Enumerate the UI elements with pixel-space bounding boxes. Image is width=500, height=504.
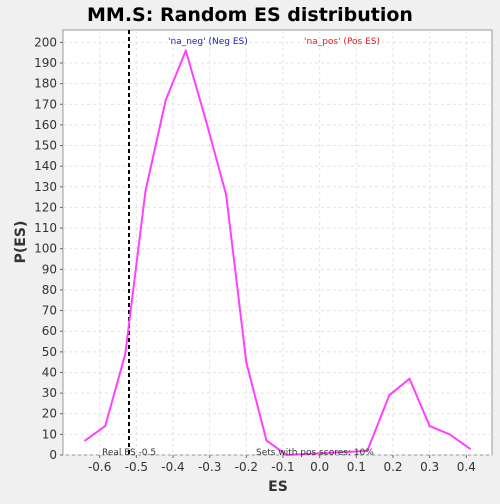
es-distribution-point bbox=[366, 449, 369, 452]
es-distribution-point bbox=[285, 454, 288, 456]
es-distribution-point bbox=[104, 425, 107, 428]
y-tick-label: 50 bbox=[42, 345, 57, 359]
x-tick-label: 0.1 bbox=[347, 460, 366, 474]
pos-es-label: 'na_pos' (Pos ES) bbox=[304, 37, 380, 47]
y-tick-label: 0 bbox=[49, 448, 57, 462]
x-tick-label: -0.5 bbox=[125, 460, 148, 474]
x-tick-label: -0.4 bbox=[161, 460, 184, 474]
y-tick-label: 170 bbox=[34, 97, 57, 111]
y-tick-label: 20 bbox=[42, 407, 57, 421]
es-distribution-point bbox=[245, 361, 248, 364]
y-tick-label: 160 bbox=[34, 118, 57, 132]
neg-es-label: 'na_neg' (Neg ES) bbox=[168, 37, 248, 47]
es-distribution-point bbox=[124, 352, 127, 355]
es-distribution-point bbox=[448, 433, 451, 436]
es-distribution-point bbox=[428, 425, 431, 428]
es-distribution-point bbox=[205, 119, 207, 122]
x-tick-label: 0.2 bbox=[383, 460, 402, 474]
y-tick-label: 100 bbox=[34, 242, 57, 256]
y-tick-label: 180 bbox=[34, 77, 57, 91]
y-tick-label: 90 bbox=[42, 262, 57, 276]
x-tick-label: 0.0 bbox=[310, 460, 329, 474]
series-layer bbox=[84, 49, 471, 456]
es-distribution-point bbox=[144, 189, 147, 192]
es-distribution-point bbox=[164, 99, 167, 102]
y-tick-label: 120 bbox=[34, 200, 57, 214]
y-tick-label: 40 bbox=[42, 365, 57, 379]
x-tick-label: -0.6 bbox=[88, 460, 111, 474]
x-tick-label: -0.1 bbox=[271, 460, 294, 474]
x-tick-label: 0.4 bbox=[457, 460, 476, 474]
y-tick-label: 140 bbox=[34, 159, 57, 173]
y-tick-label: 200 bbox=[34, 35, 57, 49]
es-distribution-point bbox=[388, 394, 391, 397]
x-axis: -0.6 -0.5 -0.4 -0.3 -0.2 -0.1 0.0 0.1 0.2 0.3 0.4 bbox=[88, 455, 476, 474]
x-tick-label: -0.3 bbox=[198, 460, 221, 474]
sets-pos-scores-label: Sets with pos scores: 10% bbox=[256, 448, 374, 458]
es-distribution-point bbox=[408, 377, 411, 380]
chart-title: MM.S: Random ES distribution bbox=[87, 4, 413, 26]
es-distribution-point bbox=[225, 194, 228, 197]
y-tick-label: 80 bbox=[42, 283, 57, 297]
y-tick-label: 130 bbox=[34, 180, 57, 194]
y-tick-label: 70 bbox=[42, 304, 57, 318]
y-tick-label: 150 bbox=[34, 139, 57, 153]
real-es-label: Real ES -0.5 bbox=[102, 448, 156, 458]
y-tick-label: 10 bbox=[42, 427, 57, 441]
grid-lines bbox=[63, 30, 492, 456]
y-tick-label: 110 bbox=[34, 221, 57, 235]
y-axis: 0 10 20 30 40 50 60 70 80 90 100 110 120 130 140 150 160… bbox=[34, 35, 63, 462]
x-tick-label: -0.2 bbox=[235, 460, 258, 474]
es-distribution-point bbox=[469, 447, 471, 450]
y-tick-label: 30 bbox=[42, 386, 57, 400]
es-distribution-point bbox=[84, 439, 86, 442]
plot-area bbox=[62, 29, 493, 456]
y-tick-label: 190 bbox=[34, 56, 57, 70]
es-distribution-point bbox=[265, 439, 268, 442]
x-axis-label: ES bbox=[268, 479, 288, 495]
es-distribution-point bbox=[184, 49, 187, 52]
y-axis-label: P(ES) bbox=[13, 221, 29, 264]
y-tick-label: 60 bbox=[42, 324, 57, 338]
x-tick-label: 0.3 bbox=[420, 460, 439, 474]
